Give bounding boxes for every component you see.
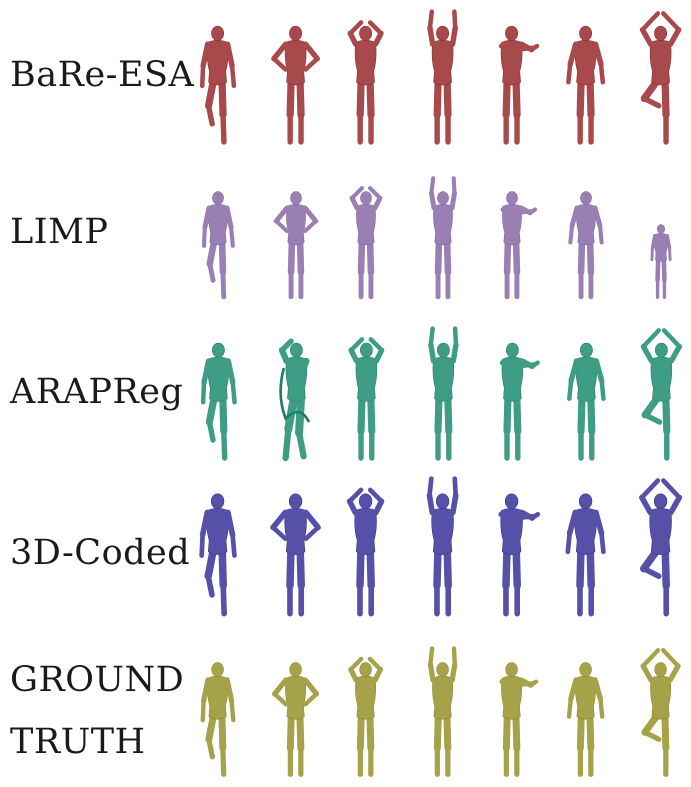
mesh-figure-arapreg-hands-behind-head (348, 337, 384, 461)
mesh-figure-ground-truth-arms-raised-high (428, 646, 458, 777)
mesh-figure-arapreg-distorted-twisted (278, 338, 310, 462)
mesh-figure-arapreg-arms-extended-forward (499, 342, 540, 461)
row-label-3d-coded: 3D-Coded (10, 533, 191, 573)
mesh-figure-bare-esa-arms-extended-forward (499, 25, 540, 145)
mesh-figure-limp-step-left-leg-raised (201, 191, 235, 300)
mesh-figure-3d-coded-arms-raised-high (427, 476, 459, 617)
mesh-figure-bare-esa-step-left-leg-raised (200, 25, 237, 145)
mesh-figure-arapreg-arms-raised-high (427, 326, 459, 461)
mesh-figure-ground-truth-arms-down-relaxed (567, 662, 605, 777)
mesh-figure-ground-truth-arms-extended-forward (499, 662, 539, 777)
mesh-figure-bare-esa-tree-pose-arms-overhead (640, 11, 682, 145)
mesh-figure-limp-arms-down-relaxed (568, 191, 604, 300)
mesh-figure-3d-coded-hands-behind-head (347, 487, 385, 617)
row-label-ground-truth-line2: TRUTH (10, 722, 146, 762)
mesh-figure-arapreg-tree-pose-arms-overhead (640, 328, 682, 461)
mesh-figure-arapreg-step-left-leg-raised (200, 342, 237, 461)
mesh-figure-limp-arms-extended-forward (500, 191, 538, 300)
mesh-figure-ground-truth-tree-pose-arms-overhead (640, 648, 682, 777)
mesh-figure-limp-arms-raised-high (429, 176, 457, 300)
mesh-figure-arapreg-arms-down-relaxed (566, 342, 606, 461)
mesh-figure-bare-esa-arms-raised-high (427, 9, 459, 145)
mesh-figure-3d-coded-hands-on-hips (270, 493, 322, 617)
mesh-figure-limp-tree-pose-small (650, 224, 672, 300)
mesh-figure-limp-hands-on-hips (273, 191, 319, 300)
mesh-figure-limp-hands-behind-head (349, 186, 383, 300)
row-label-bare-esa: BaRe-ESA (10, 55, 195, 95)
mesh-figure-3d-coded-tree-pose-arms-overhead (639, 478, 683, 617)
mesh-figure-ground-truth-step-left-leg-raised (200, 662, 236, 777)
row-label-arapreg: ARAPReg (10, 372, 184, 412)
mesh-figure-3d-coded-arms-down-relaxed (565, 493, 607, 617)
row-label-ground-truth-line1: GROUND (10, 660, 185, 700)
mesh-figure-3d-coded-step-left-leg-raised (199, 493, 238, 617)
mesh-figure-bare-esa-hands-on-hips (271, 25, 321, 145)
mesh-figure-3d-coded-arms-extended-forward (498, 493, 541, 617)
mesh-figure-bare-esa-arms-down-relaxed (566, 25, 606, 145)
mesh-figure-ground-truth-hands-on-hips (272, 662, 320, 777)
mesh-figure-bare-esa-hands-behind-head (347, 20, 385, 145)
row-label-limp: LIMP (10, 212, 109, 252)
mesh-figure-ground-truth-hands-behind-head (348, 656, 384, 777)
